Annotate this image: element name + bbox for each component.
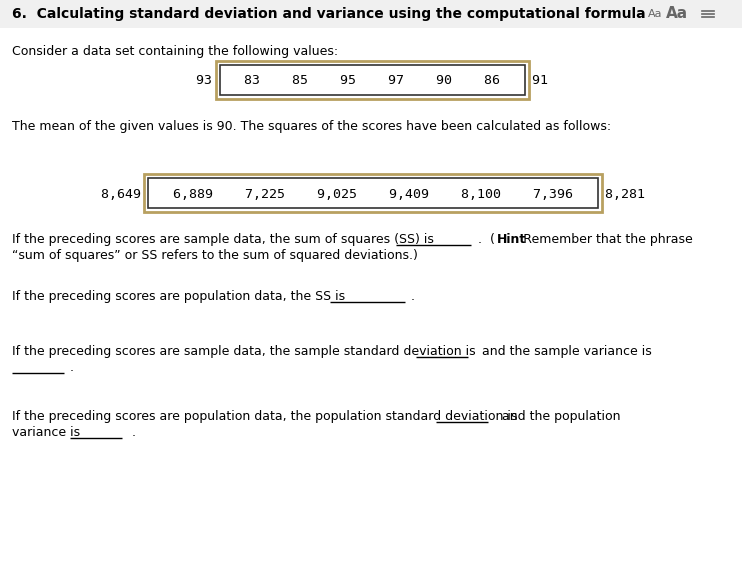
Text: and the sample variance is: and the sample variance is [470, 345, 651, 358]
Text: If the preceding scores are population data, the SS is: If the preceding scores are population d… [12, 290, 349, 303]
Text: 6.  Calculating standard deviation and variance using the computational formula: 6. Calculating standard deviation and va… [12, 7, 646, 21]
Text: Hint: Hint [497, 233, 526, 246]
FancyBboxPatch shape [148, 178, 598, 208]
Text: .  (: . ( [474, 233, 495, 246]
Text: Consider a data set containing the following values:: Consider a data set containing the follo… [12, 45, 338, 58]
Text: If the preceding scores are sample data, the sample standard deviation is: If the preceding scores are sample data,… [12, 345, 479, 358]
Text: .: . [124, 426, 136, 439]
Text: and the population: and the population [490, 410, 620, 423]
Text: : Remember that the phrase: : Remember that the phrase [515, 233, 693, 246]
Text: .: . [407, 290, 415, 303]
Text: .: . [66, 361, 74, 374]
FancyBboxPatch shape [144, 174, 602, 212]
Text: If the preceding scores are population data, the population standard deviation i: If the preceding scores are population d… [12, 410, 522, 423]
Text: 8,649    6,889    7,225    9,025    9,409    8,100    7,396    8,281: 8,649 6,889 7,225 9,025 9,409 8,100 7,39… [101, 188, 645, 200]
Text: The mean of the given values is 90. The squares of the scores have been calculat: The mean of the given values is 90. The … [12, 120, 611, 133]
Text: variance is: variance is [12, 426, 84, 439]
Text: If the preceding scores are sample data, the sum of squares (SS) is: If the preceding scores are sample data,… [12, 233, 438, 246]
Text: 93    83    85    95    97    90    86    91: 93 83 85 95 97 90 86 91 [197, 74, 548, 88]
Text: “sum of squares” or SS refers to the sum of squared deviations.): “sum of squares” or SS refers to the sum… [12, 249, 418, 262]
FancyBboxPatch shape [0, 0, 742, 28]
FancyBboxPatch shape [216, 61, 529, 99]
Text: Aa: Aa [666, 6, 688, 21]
FancyBboxPatch shape [220, 65, 525, 95]
Text: Aa: Aa [648, 9, 663, 19]
